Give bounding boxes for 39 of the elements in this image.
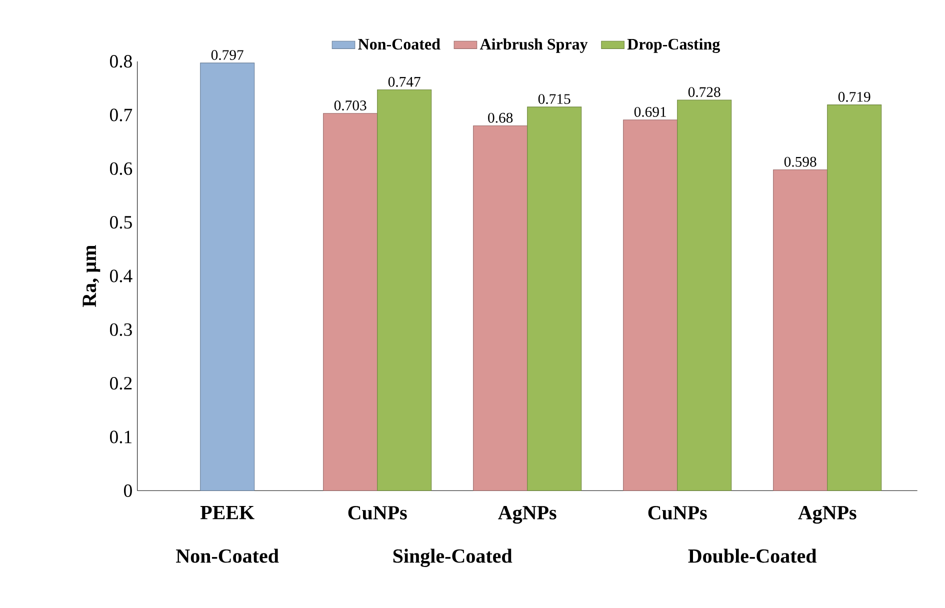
data-label: 0.715 (538, 94, 570, 104)
legend-label: Non-Coated (358, 38, 440, 50)
y-tick-label: 0.3 (110, 323, 132, 336)
data-label: 0.68 (488, 112, 513, 123)
y-tick-label: 0 (124, 484, 132, 497)
bar (323, 113, 378, 491)
x-tick-label: AgNPs (498, 506, 556, 524)
x-tick-label: CuNPs (648, 506, 707, 520)
bar (200, 62, 255, 491)
data-label: 0.728 (688, 87, 720, 98)
x-tick-label: CuNPs (348, 506, 407, 520)
data-label: 0.598 (784, 156, 816, 167)
y-axis-title: Ra, µm (82, 245, 100, 307)
bar (527, 106, 582, 491)
y-tick-label: 0.8 (110, 54, 132, 68)
y-tick-label: 0.1 (110, 430, 132, 444)
text: Single-Coated (393, 548, 512, 567)
y-tick-label: 0.7 (110, 108, 132, 122)
bar (773, 169, 828, 491)
y-tick-label: 0.4 (110, 270, 132, 282)
x-tick-label: AgNPs (798, 506, 856, 524)
y-tick-label: 0.6 (110, 162, 132, 176)
legend-label: Airbrush Spray (480, 38, 588, 53)
bar (377, 90, 432, 491)
text: Non-Coated (176, 548, 279, 563)
data-label: 0.719 (838, 92, 870, 102)
data-label: 0.703 (334, 100, 366, 110)
y-tick-label: 0.5 (110, 216, 132, 229)
data-label: 0.747 (388, 76, 420, 87)
text: Double-Coated (688, 548, 817, 563)
y-tick-label: 0.2 (110, 376, 132, 390)
x-tick-label: PEEK (200, 506, 254, 520)
bar (677, 100, 732, 491)
legend-label: Drop-Casting (627, 38, 720, 53)
bar (623, 120, 678, 491)
data-label: 0.691 (634, 106, 666, 117)
bar (827, 104, 882, 491)
data-label: 0.797 (211, 50, 244, 60)
bar (473, 125, 528, 491)
